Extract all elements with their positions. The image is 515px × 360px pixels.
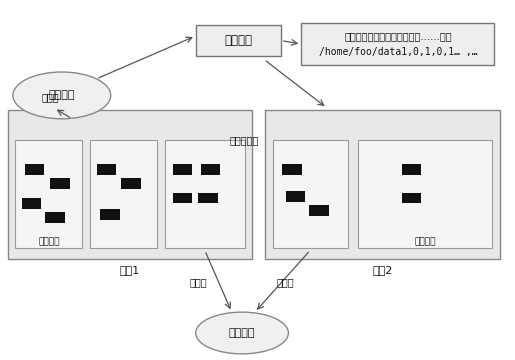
Bar (273, 140, 348, 248)
Text: 编码代理: 编码代理 (48, 90, 75, 100)
Text: 数据块操作: 数据块操作 (229, 135, 259, 145)
Bar (22, 198, 41, 209)
Text: 数据节点: 数据节点 (414, 238, 436, 246)
Text: 写数据: 写数据 (190, 278, 207, 288)
Bar (402, 193, 421, 203)
Bar (201, 164, 220, 175)
Text: 元数据（文件名，编码矩阵，……）；: 元数据（文件名，编码矩阵，……）； (344, 32, 452, 42)
Bar (402, 164, 421, 175)
Bar (286, 191, 305, 202)
Bar (25, 164, 44, 175)
Bar (196, 25, 281, 56)
Bar (265, 110, 500, 259)
Text: 名字节点: 名字节点 (224, 34, 252, 47)
Text: 写数据: 写数据 (277, 278, 295, 288)
Bar (358, 140, 492, 248)
Ellipse shape (196, 312, 288, 354)
Bar (8, 110, 252, 259)
Bar (282, 164, 302, 175)
Bar (301, 23, 494, 65)
Bar (309, 205, 329, 216)
Bar (165, 140, 245, 248)
Text: 机架1: 机架1 (120, 265, 140, 275)
Ellipse shape (13, 72, 111, 119)
Bar (45, 212, 65, 223)
Text: /home/foo/data1,0,1,0,1… ,…: /home/foo/data1,0,1,0,1… ,… (318, 48, 477, 57)
Bar (121, 178, 141, 189)
Bar (50, 178, 70, 189)
Bar (90, 140, 157, 248)
Text: 编码代理: 编码代理 (229, 328, 255, 338)
Text: 机架2: 机架2 (372, 265, 392, 275)
Bar (97, 164, 116, 175)
Bar (198, 193, 218, 203)
Bar (15, 140, 82, 248)
Bar (173, 193, 192, 203)
Text: 数据节点: 数据节点 (38, 238, 60, 246)
Text: 读数据: 读数据 (41, 92, 59, 102)
Bar (100, 209, 120, 220)
Bar (173, 164, 192, 175)
